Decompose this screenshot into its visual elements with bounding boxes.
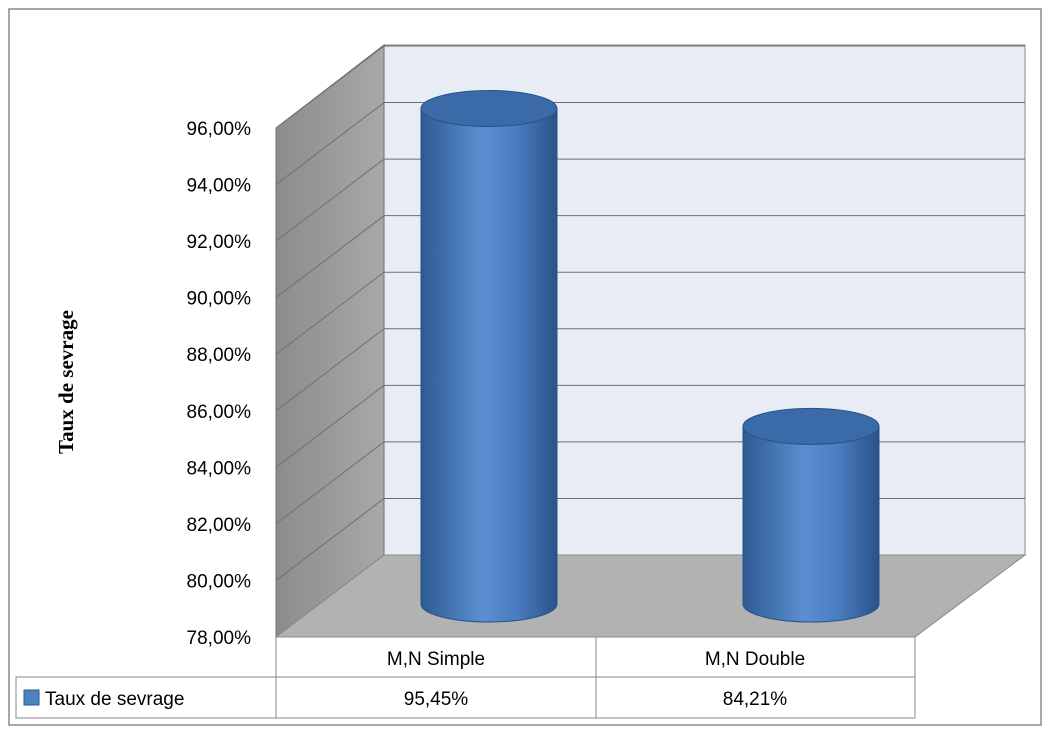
gridline-side bbox=[275, 441, 385, 525]
gridline-side bbox=[275, 45, 385, 129]
gridline-side bbox=[275, 215, 385, 299]
bar-top bbox=[420, 90, 558, 128]
y-tick-label: 94,00% bbox=[187, 176, 252, 197]
gridline-side bbox=[275, 271, 385, 355]
y-tick-label: 90,00% bbox=[187, 289, 252, 310]
gridline-side bbox=[275, 102, 385, 185]
y-tick-label: 78,00% bbox=[187, 628, 252, 649]
bar-body bbox=[420, 108, 558, 623]
y-axis-title: Taux de sevrage bbox=[54, 310, 78, 454]
gridline-side bbox=[275, 498, 385, 581]
legend-swatch bbox=[23, 689, 40, 706]
category-label-simple: M,N Simple bbox=[387, 649, 485, 670]
bar-cylinder-0 bbox=[420, 90, 558, 623]
table-value-double: 84,21% bbox=[723, 689, 788, 710]
bar-cylinder-1 bbox=[742, 407, 880, 623]
bars bbox=[420, 90, 880, 623]
y-tick-label: 86,00% bbox=[187, 402, 252, 423]
y-axis-ticks: 78,00% 80,00% 82,00% 84,00% 86,00% 88,00% 90,0… bbox=[187, 119, 252, 649]
gridline-side bbox=[275, 328, 385, 412]
bar-body bbox=[742, 425, 880, 623]
y-tick-label: 82,00% bbox=[187, 515, 252, 536]
floor bbox=[274, 554, 1027, 638]
bar-top bbox=[742, 407, 880, 445]
gridline-side bbox=[275, 384, 385, 468]
category-label-double: M,N Double bbox=[705, 649, 805, 670]
gridline-side bbox=[275, 158, 385, 242]
legend-series-name: Taux de sevrage bbox=[45, 689, 184, 710]
y-tick-label: 80,00% bbox=[187, 571, 252, 592]
data-table bbox=[15, 637, 916, 719]
y-tick-label: 92,00% bbox=[187, 232, 252, 253]
y-tick-label: 96,00% bbox=[187, 119, 252, 140]
y-tick-label: 88,00% bbox=[187, 345, 252, 366]
y-tick-label: 84,00% bbox=[187, 458, 252, 479]
table-value-simple: 95,45% bbox=[404, 689, 469, 710]
